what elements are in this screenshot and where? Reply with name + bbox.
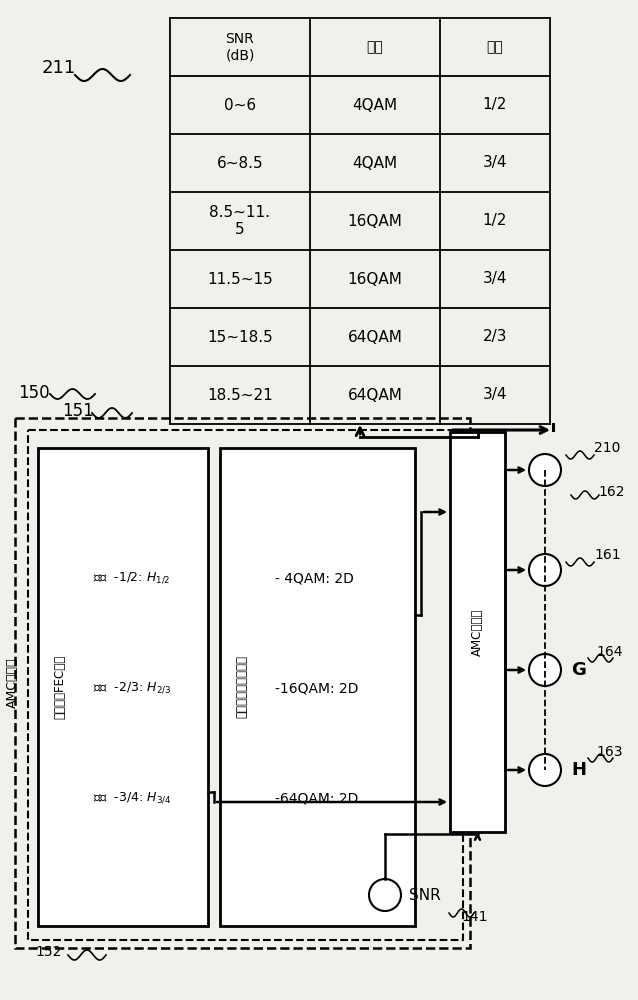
Text: 141: 141 [461,910,487,924]
Circle shape [529,654,561,686]
Text: 150: 150 [18,384,50,402]
Circle shape [529,754,561,786]
Bar [220,448,415,926]
Text: 8.5~11.
5: 8.5~11. 5 [209,205,271,237]
Text: 调制: 调制 [367,40,383,54]
Text: 16QAM: 16QAM [348,214,403,229]
Text: 210: 210 [594,441,620,455]
Circle shape [529,454,561,486]
Text: 2/3: 2/3 [483,330,507,344]
Text: 速率  -3/4: $\mathit{H}_{3/4}$: 速率 -3/4: $\mathit{H}_{3/4}$ [93,791,172,805]
Text: SNR
(dB): SNR (dB) [225,32,255,62]
Text: $\mathbf{G}$: $\mathbf{G}$ [571,661,586,679]
Text: 速率  -2/3: $\mathit{H}_{2/3}$: 速率 -2/3: $\mathit{H}_{2/3}$ [93,681,172,695]
Bar [28,430,463,940]
Text: 可变阶数调制格式：: 可变阶数调制格式： [235,656,248,718]
Text: -64QAM: 2D: -64QAM: 2D [275,791,359,805]
Text: 211: 211 [42,59,77,77]
Text: 0~6: 0~6 [224,98,256,112]
Text: SNR: SNR [409,888,441,902]
Text: 6~8.5: 6~8.5 [217,155,263,170]
Circle shape [369,879,401,911]
Text: 可变速率FEC码：: 可变速率FEC码： [54,655,66,719]
Text: - 4QAM: 2D: - 4QAM: 2D [275,571,354,585]
Text: AMC选择器: AMC选择器 [471,608,484,656]
Text: 64QAM: 64QAM [348,330,403,344]
Circle shape [529,554,561,586]
Text: 11.5~15: 11.5~15 [207,271,273,286]
Text: 151: 151 [62,402,94,420]
Text: AMC控制器: AMC控制器 [6,658,19,708]
Text: 164: 164 [596,645,623,659]
Text: 速率  -1/2: $\mathit{H}_{1/2}$: 速率 -1/2: $\mathit{H}_{1/2}$ [93,571,170,585]
Text: -16QAM: 2D: -16QAM: 2D [275,681,359,695]
Text: 15~18.5: 15~18.5 [207,330,273,344]
Text: 16QAM: 16QAM [348,271,403,286]
Text: 18.5~21: 18.5~21 [207,387,273,402]
Text: 1/2: 1/2 [483,98,507,112]
Text: 3/4: 3/4 [483,271,507,286]
Text: 3/4: 3/4 [483,387,507,402]
Bar [450,432,505,832]
Text: 4QAM: 4QAM [352,98,397,112]
Text: 162: 162 [598,485,625,499]
Text: 4QAM: 4QAM [352,155,397,170]
Text: 3/4: 3/4 [483,155,507,170]
Text: $\mathbf{H}$: $\mathbf{H}$ [571,761,586,779]
Text: 152: 152 [35,945,61,959]
Text: 64QAM: 64QAM [348,387,403,402]
Text: 1/2: 1/2 [483,214,507,229]
Text: 161: 161 [594,548,621,562]
Bar [38,448,208,926]
Text: 163: 163 [596,745,623,759]
Bar [15,418,470,948]
Text: 编码: 编码 [487,40,503,54]
